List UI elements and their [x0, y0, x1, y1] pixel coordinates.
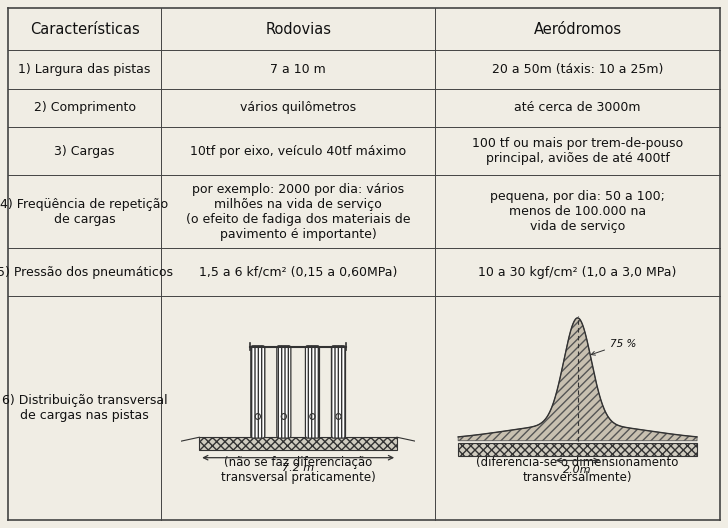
Text: 75 %: 75 % — [591, 339, 636, 355]
FancyBboxPatch shape — [331, 346, 346, 438]
Text: Características: Características — [30, 22, 140, 36]
Text: 7.2 m: 7.2 m — [282, 463, 314, 473]
Text: 6) Distribuição transversal
de cargas nas pistas: 6) Distribuição transversal de cargas na… — [1, 394, 167, 422]
Text: pequena, por dia: 50 a 100;
menos de 100.000 na
vida de serviço: pequena, por dia: 50 a 100; menos de 100… — [490, 190, 665, 233]
Text: 5) Pressão dos pneumáticos: 5) Pressão dos pneumáticos — [0, 266, 173, 279]
Text: Aeródromos: Aeródromos — [534, 22, 622, 36]
Bar — [458, 443, 697, 456]
Text: 2) Comprimento: 2) Comprimento — [33, 101, 135, 114]
Bar — [199, 437, 397, 450]
Text: por exemplo: 2000 por dia: vários
milhões na vida de serviço
(o efeito de fadiga: por exemplo: 2000 por dia: vários milhõe… — [186, 183, 411, 241]
FancyBboxPatch shape — [250, 346, 265, 438]
Text: (não se faz diferenciação
transversal praticamente): (não se faz diferenciação transversal pr… — [221, 456, 376, 484]
FancyBboxPatch shape — [277, 346, 291, 438]
Text: (diferencia-se o dimensionamento
transversalmente): (diferencia-se o dimensionamento transve… — [476, 456, 678, 484]
Text: 3) Cargas: 3) Cargas — [55, 145, 115, 158]
Text: 1,5 a 6 kf/cm² (0,15 a 0,60MPa): 1,5 a 6 kf/cm² (0,15 a 0,60MPa) — [199, 266, 397, 279]
Text: 1) Largura das pistas: 1) Largura das pistas — [18, 63, 151, 76]
Text: vários quilômetros: vários quilômetros — [240, 101, 356, 114]
Text: 20 a 50m (táxis: 10 a 25m): 20 a 50m (táxis: 10 a 25m) — [492, 63, 663, 76]
Text: 100 tf ou mais por trem-de-pouso
principal, aviões de até 400tf: 100 tf ou mais por trem-de-pouso princip… — [472, 137, 683, 165]
Text: Rodovias: Rodovias — [265, 22, 331, 36]
Text: 4) Freqüência de repetição
de cargas: 4) Freqüência de repetição de cargas — [1, 197, 169, 225]
Text: 10tf por eixo, veículo 40tf máximo: 10tf por eixo, veículo 40tf máximo — [190, 145, 406, 158]
Text: 7 a 10 m: 7 a 10 m — [270, 63, 326, 76]
Text: 10 a 30 kgf/cm² (1,0 a 3,0 MPa): 10 a 30 kgf/cm² (1,0 a 3,0 MPa) — [478, 266, 677, 279]
FancyBboxPatch shape — [306, 346, 320, 438]
Text: até cerca de 3000m: até cerca de 3000m — [515, 101, 641, 114]
Text: 2.0m: 2.0m — [563, 465, 592, 475]
